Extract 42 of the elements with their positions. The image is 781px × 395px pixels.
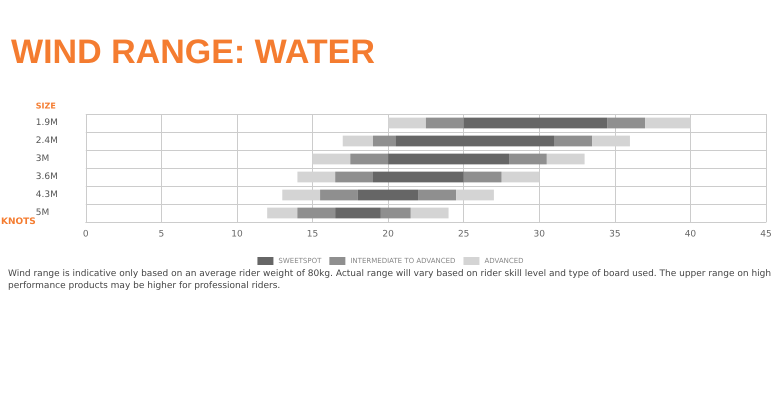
bar xyxy=(418,190,456,200)
y-tick-label: 3.6M xyxy=(36,172,58,182)
bar xyxy=(546,154,585,164)
x-tick-label: 35 xyxy=(609,230,621,240)
y-tick-label: 2.4M xyxy=(36,136,58,146)
bar xyxy=(607,118,646,128)
bar xyxy=(358,190,418,200)
bar xyxy=(464,172,502,182)
bar xyxy=(372,136,396,146)
text: Wind range is indicative only based on an average rider weight of 80kg. Actual range will vary based on rider skill level and type of board used. The upper range on high performance products may be higher for professional riders. xyxy=(8,268,772,292)
y-tick-label: 5M xyxy=(36,208,50,218)
x-tick-label: 20 xyxy=(382,230,394,240)
x-axis-title: KNOTS xyxy=(0,217,36,227)
bar xyxy=(464,118,608,128)
x-tick-label: 0 xyxy=(82,230,89,240)
bar xyxy=(410,208,449,218)
x-tick-label: 30 xyxy=(534,230,546,240)
bar xyxy=(335,208,381,218)
y-tick-label: 3M xyxy=(36,154,50,164)
chart-title: WIND RANGE: WATER xyxy=(11,33,375,71)
y-tick-label: 4.3M xyxy=(36,190,58,200)
y-axis-title: SIZE xyxy=(36,102,56,110)
bar xyxy=(372,172,464,182)
bar xyxy=(426,118,464,128)
bar xyxy=(396,136,554,146)
x-tick-label: 40 xyxy=(684,230,696,240)
bar xyxy=(554,136,592,146)
bar xyxy=(267,208,298,218)
y-tick-label: 1.9M xyxy=(36,118,58,128)
x-tick-label: 25 xyxy=(458,230,470,240)
bar xyxy=(509,154,547,164)
x-tick-label: 5 xyxy=(158,230,164,240)
x-tick-label: 15 xyxy=(306,230,318,240)
bar xyxy=(335,172,373,182)
bar xyxy=(388,154,510,164)
bar xyxy=(350,154,388,164)
bar xyxy=(297,208,336,218)
x-tick-label: 45 xyxy=(760,230,772,240)
x-tick-label: 10 xyxy=(231,230,243,240)
bar xyxy=(342,136,373,146)
bar xyxy=(380,208,411,218)
bar xyxy=(320,190,358,200)
